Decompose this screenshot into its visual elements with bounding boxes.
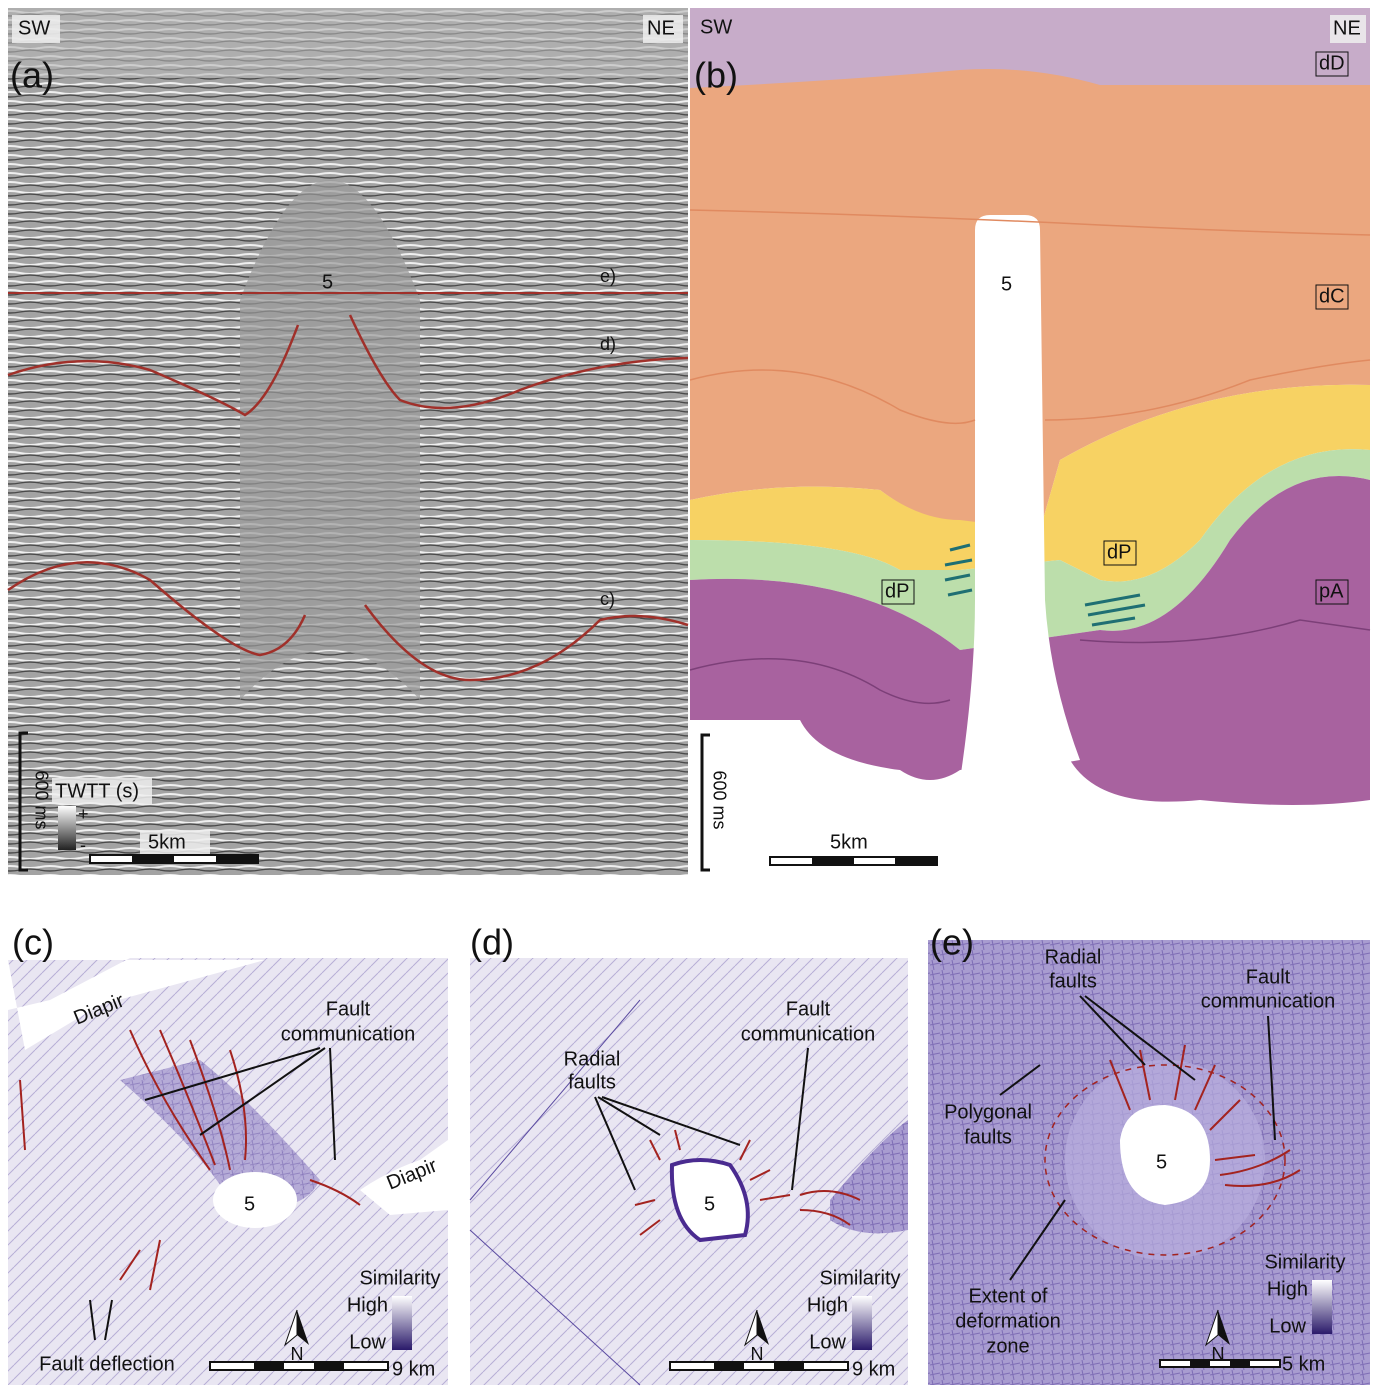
- legend-high: High: [1267, 1278, 1308, 1300]
- panel-b: SW NE (b) dD dC 5 dP dP pA 600 ms 5km: [690, 8, 1370, 875]
- annotation: Fault: [326, 998, 371, 1020]
- annotation: Fault: [1246, 966, 1291, 988]
- length-scale: 5km: [830, 831, 868, 853]
- panel-d: (d) Radial faults Fault communication 5 …: [470, 922, 908, 1385]
- panel-label: (b): [694, 55, 738, 96]
- length-scale: 9 km: [852, 1358, 895, 1380]
- annotation: Fault: [786, 998, 831, 1020]
- panel-c: (c) Diapir Diapir Fault communication 5 …: [8, 922, 448, 1385]
- annotation: Extent of: [969, 1285, 1048, 1307]
- unit-label: dD: [1319, 52, 1345, 74]
- horizon-label: e): [600, 266, 616, 286]
- north-arrow: N: [291, 1344, 304, 1364]
- salt-label: 5: [322, 271, 333, 293]
- annotation: communication: [1201, 990, 1336, 1012]
- north-arrow: N: [751, 1344, 764, 1364]
- annotation: Polygonal: [944, 1101, 1032, 1123]
- legend-low: Low: [1269, 1315, 1306, 1337]
- annotation: faults: [1049, 970, 1097, 992]
- legend-low: Low: [349, 1331, 386, 1353]
- legend-title: Similarity: [359, 1267, 440, 1289]
- annotation: Fault deflection: [39, 1353, 175, 1375]
- unit-label: dP: [1107, 541, 1131, 563]
- annotation: zone: [986, 1335, 1029, 1357]
- page: SW NE (a) 5 e) d) c) 600 ms TWTT (s) + -…: [0, 0, 1383, 1392]
- panel-a: SW NE (a) 5 e) d) c) 600 ms TWTT (s) + -…: [8, 8, 688, 875]
- panel-label: (a): [10, 55, 54, 96]
- unit-label: dP: [885, 580, 909, 602]
- direction-label: SW: [700, 16, 732, 38]
- unit-label: dC: [1319, 285, 1345, 307]
- salt-label: 5: [244, 1193, 255, 1215]
- legend-minus: -: [80, 835, 86, 855]
- direction-label: NE: [1333, 17, 1361, 39]
- horizon-label: d): [600, 334, 616, 354]
- annotation: faults: [964, 1126, 1012, 1148]
- direction-label: NE: [647, 17, 675, 39]
- legend-title: TWTT (s): [55, 780, 139, 802]
- direction-label: SW: [18, 17, 50, 39]
- annotation: deformation: [955, 1310, 1061, 1332]
- legend-title: Similarity: [1264, 1251, 1345, 1273]
- salt-label: 5: [1001, 273, 1012, 295]
- panel-label: (d): [470, 922, 514, 963]
- legend-plus: +: [78, 804, 89, 824]
- figure: SW NE (a) 5 e) d) c) 600 ms TWTT (s) + -…: [0, 0, 1383, 1387]
- annotation: communication: [741, 1023, 876, 1045]
- panel-label: (e): [930, 922, 974, 963]
- unit-label: pA: [1319, 580, 1344, 602]
- panel-e: (e) Radial faults Fault communication Po…: [928, 922, 1370, 1385]
- panel-label: (c): [12, 922, 54, 963]
- annotation: communication: [281, 1023, 416, 1045]
- length-scale: 5km: [148, 831, 186, 853]
- salt-label: 5: [704, 1193, 715, 1215]
- salt-label: 5: [1156, 1151, 1167, 1173]
- annotation: Radial: [1045, 946, 1102, 968]
- annotation: faults: [568, 1071, 616, 1093]
- legend-title: Similarity: [819, 1267, 900, 1289]
- length-scale: 5 km: [1282, 1353, 1325, 1375]
- horizon-label: c): [600, 589, 615, 609]
- length-scale: 9 km: [392, 1358, 435, 1380]
- legend-low: Low: [809, 1331, 846, 1353]
- time-scale: 600 ms: [31, 770, 51, 829]
- legend-high: High: [807, 1294, 848, 1316]
- time-scale: 600 ms: [709, 770, 729, 829]
- legend-high: High: [347, 1294, 388, 1316]
- annotation: Radial: [564, 1048, 621, 1070]
